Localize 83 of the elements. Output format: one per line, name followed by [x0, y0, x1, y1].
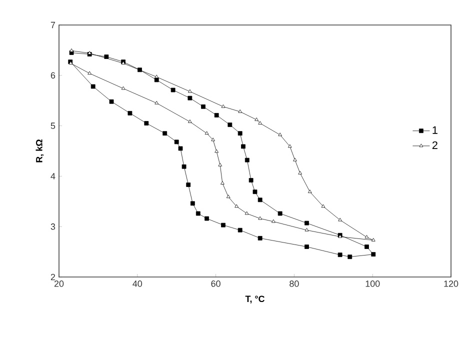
point: [201, 104, 206, 109]
y-tick-label: 7: [50, 22, 56, 28]
point: [104, 54, 109, 59]
point: [348, 254, 352, 260]
point: [204, 216, 209, 221]
point: [238, 131, 242, 136]
x-tick-label: 60: [211, 280, 220, 287]
x-tick-label: 20: [54, 280, 64, 287]
x-tick-label: 120: [444, 280, 458, 287]
point: [278, 132, 282, 136]
point: [186, 182, 191, 187]
point: [226, 194, 230, 198]
point: [121, 86, 126, 90]
x-axis-title: T, °C: [245, 296, 265, 304]
point: [244, 158, 250, 162]
point: [371, 252, 376, 257]
point: [364, 244, 369, 249]
point: [288, 144, 292, 148]
point: [278, 211, 282, 216]
point: [258, 236, 262, 240]
point: [214, 113, 219, 118]
y-tick-label: 3: [50, 223, 56, 230]
point: [204, 131, 209, 135]
point: [211, 138, 215, 142]
point: [234, 204, 238, 208]
point: [304, 228, 309, 232]
point: [188, 96, 192, 100]
point: [88, 71, 92, 75]
point: [170, 88, 176, 92]
point: [220, 181, 224, 184]
point: [109, 99, 114, 104]
point: [254, 118, 258, 121]
y-tick-label: 5: [50, 122, 56, 129]
y-tick-label: 2: [50, 274, 56, 280]
point: [214, 149, 219, 153]
point: [238, 228, 242, 232]
legend-label: 2: [432, 141, 438, 149]
point: [364, 234, 369, 238]
x-tick-label: 40: [132, 280, 142, 287]
point: [258, 198, 262, 202]
point: [272, 219, 276, 223]
point: [371, 238, 376, 242]
point: [138, 68, 142, 72]
point: [174, 140, 179, 144]
point: [308, 190, 312, 194]
point: [252, 190, 258, 194]
point: [162, 131, 168, 136]
point: [238, 109, 242, 113]
point: [154, 78, 159, 82]
x-tick-label: 80: [290, 280, 299, 287]
point: [190, 201, 195, 206]
point: [154, 74, 159, 78]
point: [218, 162, 222, 166]
point: [188, 120, 192, 123]
y-tick-label: 6: [50, 72, 56, 79]
point: [338, 218, 342, 222]
point: [304, 220, 309, 226]
point: [338, 252, 342, 258]
legend-label: 1: [432, 126, 438, 134]
point: [248, 178, 254, 182]
point: [144, 121, 149, 126]
point: [154, 100, 159, 104]
point: [298, 170, 302, 174]
point: [221, 104, 226, 108]
point: [321, 204, 326, 208]
point: [182, 164, 186, 169]
point: [221, 222, 226, 228]
point: [70, 48, 74, 52]
point: [196, 211, 200, 216]
point: [90, 84, 96, 89]
y-tick-label: 4: [50, 173, 56, 180]
point: [228, 122, 232, 127]
point: [188, 89, 192, 93]
point: [128, 111, 132, 116]
point: [244, 211, 249, 215]
point: [258, 121, 262, 124]
point: [304, 244, 309, 249]
point: [293, 158, 297, 162]
y-axis-title: R, kΩ: [36, 140, 44, 162]
x-tick-label: 100: [366, 280, 380, 287]
point: [178, 146, 183, 151]
point: [258, 216, 262, 220]
point: [241, 144, 246, 149]
